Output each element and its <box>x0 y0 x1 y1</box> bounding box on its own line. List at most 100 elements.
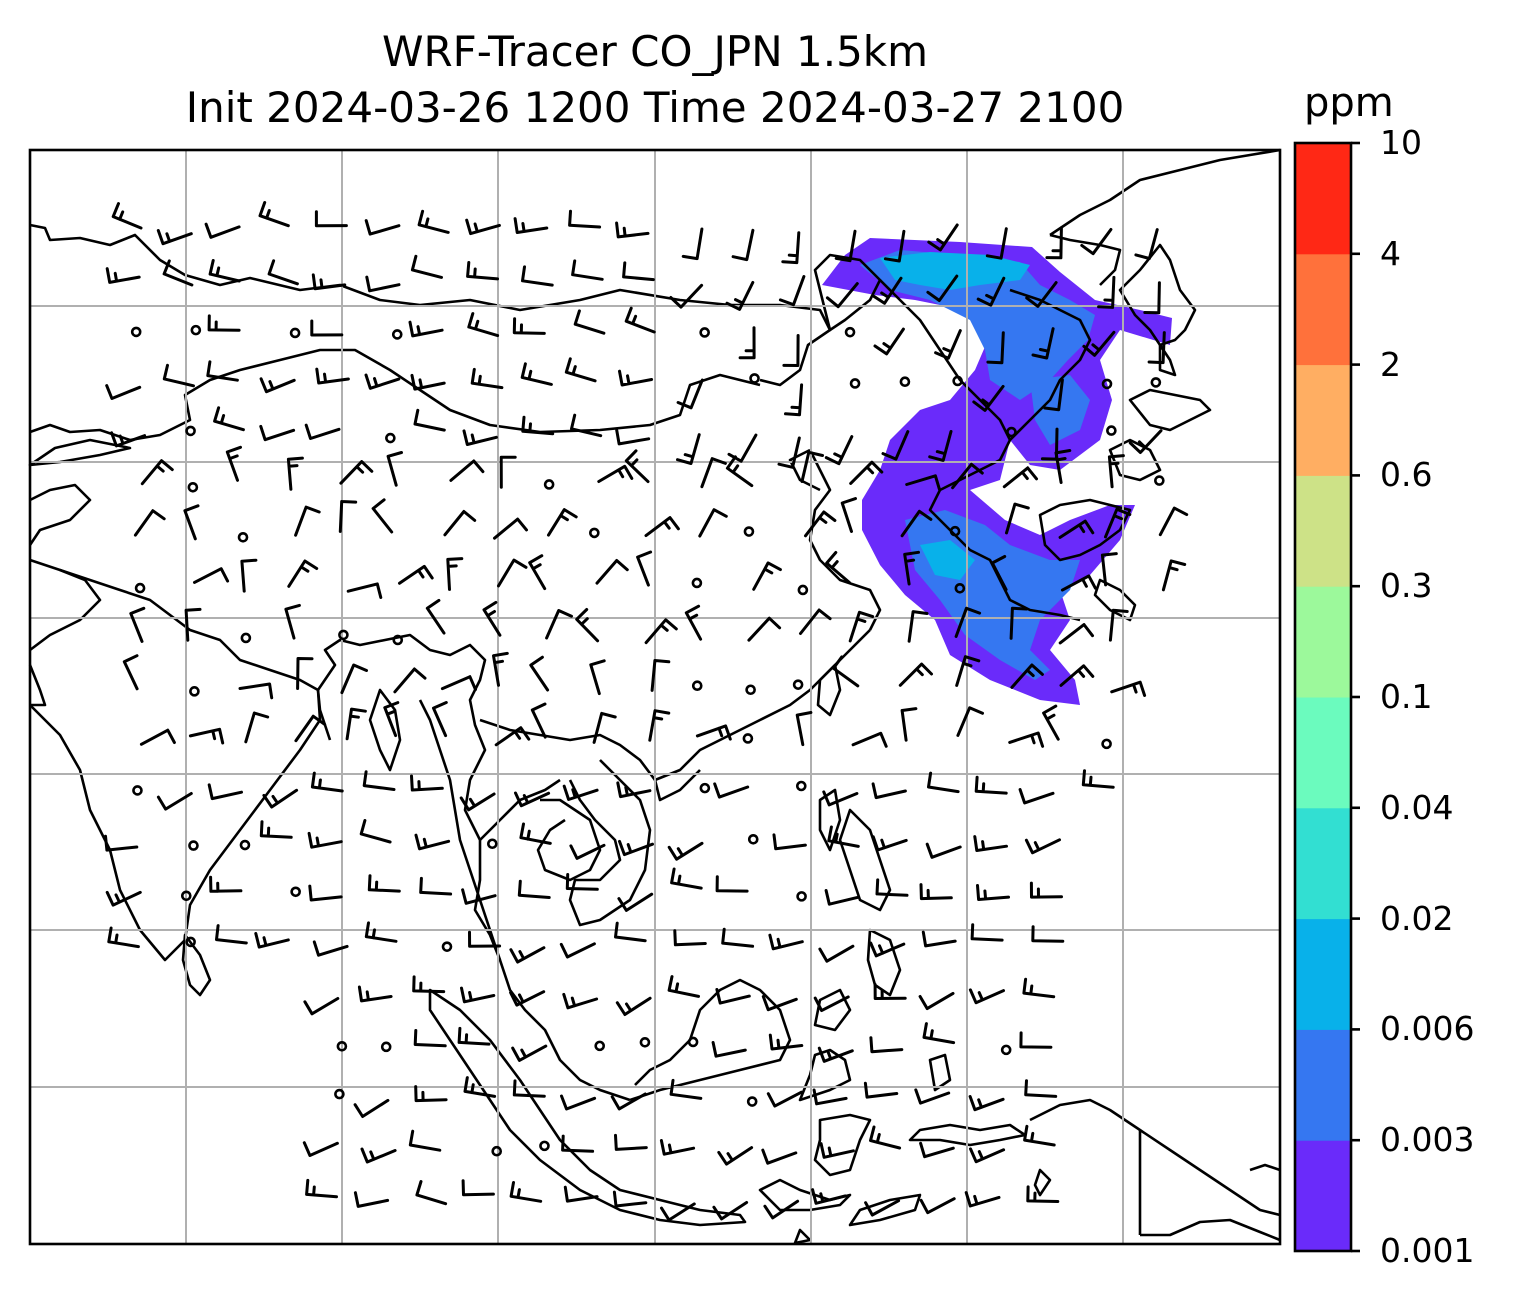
wind-barb <box>863 1081 899 1099</box>
calm-wind-marker <box>441 941 453 952</box>
wind-barb <box>951 462 984 490</box>
colorbar-segment <box>1295 364 1351 476</box>
wind-barb <box>1107 454 1125 489</box>
wind-barb <box>568 209 602 229</box>
wind-barb <box>813 995 850 1013</box>
wind-barb <box>1023 1124 1056 1147</box>
wind-barb <box>717 1146 754 1166</box>
wind-barb <box>676 378 704 410</box>
wind-barb <box>206 360 239 382</box>
wind-barb <box>1110 680 1147 697</box>
wind-barb <box>985 227 1008 260</box>
calm-wind-marker <box>691 680 703 692</box>
wind-barb <box>763 1199 800 1220</box>
wind-barb <box>615 221 650 239</box>
colorbar-unit: ppm <box>1304 80 1394 126</box>
wind-barb <box>973 835 1008 852</box>
calm-wind-marker <box>289 327 301 339</box>
wind-barb <box>1097 275 1116 309</box>
wind-barb <box>795 711 813 747</box>
wind-barb <box>954 606 982 638</box>
wind-barb <box>615 428 651 446</box>
wind-barb <box>1081 769 1115 789</box>
wind-barb <box>881 430 910 461</box>
wind-barb <box>139 728 176 746</box>
wind-barb <box>365 275 401 293</box>
calm-wind-marker <box>543 479 555 490</box>
calm-wind-marker <box>185 936 196 948</box>
wind-barb <box>410 254 443 279</box>
wind-barb <box>738 326 756 360</box>
wind-barb <box>974 775 1008 795</box>
wind-barb <box>569 843 606 860</box>
wind-barb <box>419 876 453 896</box>
colorbar-tick-label: 0.3 <box>1380 566 1433 606</box>
wind-barb <box>766 1090 803 1108</box>
calm-wind-marker <box>130 326 142 338</box>
wind-barb <box>624 306 656 334</box>
wind-barb <box>425 598 446 635</box>
wind-barb <box>669 283 704 309</box>
wind-barb <box>509 946 546 964</box>
wind-barb <box>752 561 782 591</box>
wind-barb <box>105 267 141 284</box>
colorbar-tick-label: 0.02 <box>1380 898 1454 938</box>
wind-barb <box>492 651 509 687</box>
wind-barb <box>215 924 248 945</box>
wind-barb <box>238 682 274 700</box>
wind-barb <box>461 888 497 905</box>
wind-barb <box>1058 623 1094 645</box>
colorbar-segment <box>1295 475 1351 587</box>
wind-barb <box>761 995 798 1012</box>
wind-barb <box>371 498 394 534</box>
wind-barb <box>1008 731 1045 748</box>
wind-barb <box>303 997 340 1016</box>
wind-barb <box>725 455 754 488</box>
wind-barb <box>968 1095 1005 1112</box>
calm-wind-marker <box>639 1037 651 1048</box>
wind-barb <box>457 1026 491 1046</box>
wind-barb <box>286 456 304 491</box>
wind-barb <box>927 223 959 252</box>
colorbar-tick-label: 0.6 <box>1380 455 1433 495</box>
wind-barb <box>875 878 909 897</box>
wind-barb <box>517 879 551 899</box>
wind-barb <box>575 608 600 643</box>
wind-barb <box>617 892 654 912</box>
wind-barb <box>207 783 243 801</box>
wind-barb <box>976 884 1010 901</box>
calm-wind-marker <box>795 780 807 792</box>
wind-barb <box>1018 788 1055 805</box>
calm-wind-marker <box>899 376 911 388</box>
wind-barb <box>156 792 193 811</box>
wind-barb <box>761 1148 798 1165</box>
colorbar-tick-label: 0.1 <box>1380 677 1433 716</box>
wind-barb <box>900 707 918 742</box>
calm-wind-marker <box>1154 475 1165 486</box>
wind-barb <box>926 274 959 302</box>
wind-barb <box>417 209 450 234</box>
wind-barb <box>530 702 547 739</box>
colorbar-tick-label: 0.04 <box>1380 787 1454 827</box>
wind-barb <box>408 320 444 338</box>
wind-barb <box>972 384 1005 412</box>
wind-barb <box>919 1141 955 1159</box>
calm-wind-marker <box>849 378 861 389</box>
wind-barb <box>849 460 884 485</box>
colorbar-segment <box>1295 143 1351 255</box>
wind-barb <box>1010 663 1044 689</box>
wind-barb <box>1024 838 1061 855</box>
wind-barb <box>315 367 350 385</box>
wind-barb <box>225 445 242 482</box>
wind-barb <box>559 942 596 959</box>
calm-wind-marker <box>539 1140 550 1152</box>
plume-mid <box>860 250 1095 680</box>
calm-wind-marker <box>334 1088 345 1100</box>
wind-barb <box>287 559 319 588</box>
calm-wind-marker <box>239 839 251 851</box>
calm-wind-marker <box>338 629 349 641</box>
wind-barb <box>529 655 550 692</box>
wind-barb <box>511 1044 548 1062</box>
wind-barb <box>695 724 732 741</box>
wind-barb <box>564 357 597 383</box>
